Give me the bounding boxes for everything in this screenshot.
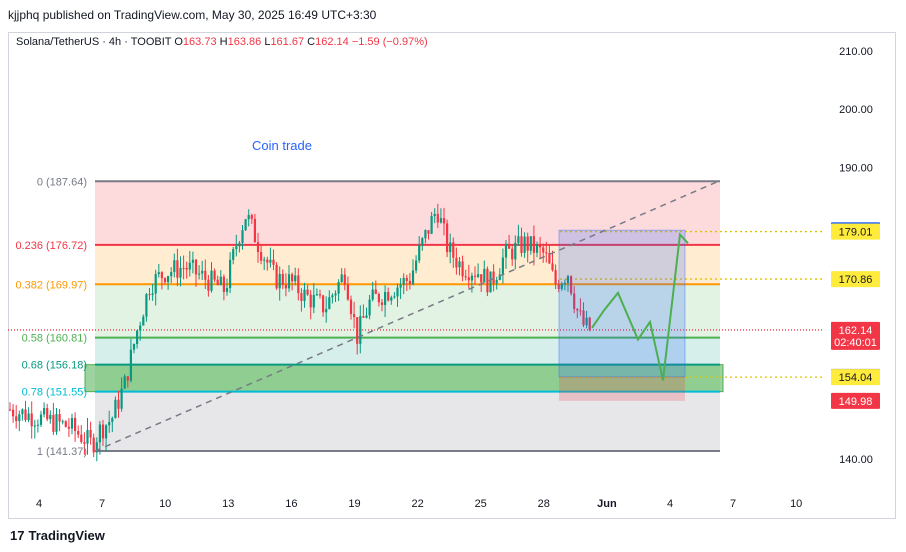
low-value: 161.67 (270, 36, 305, 48)
close-label: C (307, 36, 316, 48)
tradingview-logo-text: TradingView (28, 528, 105, 543)
symbol-legend[interactable]: Solana/TetherUS · 4h · TOOBIT O163.73 H1… (16, 36, 428, 48)
low-label: L (264, 36, 271, 48)
open-value: 163.73 (182, 36, 217, 48)
publisher-line: kjjphq published on TradingView.com, May… (8, 8, 377, 22)
change-value: −1.59 (−0.97%) (351, 36, 428, 48)
tradingview-logo-icon: 17 (10, 528, 25, 543)
high-value: 163.86 (227, 36, 262, 48)
tradingview-logo[interactable]: 17 TradingView (10, 528, 105, 543)
symbol-name[interactable]: Solana/TetherUS · 4h · TOOBIT (16, 36, 172, 48)
chart-frame[interactable] (8, 32, 896, 519)
high-label: H (219, 36, 228, 48)
open-label: O (174, 36, 183, 48)
close-value: 162.14 (315, 36, 349, 48)
